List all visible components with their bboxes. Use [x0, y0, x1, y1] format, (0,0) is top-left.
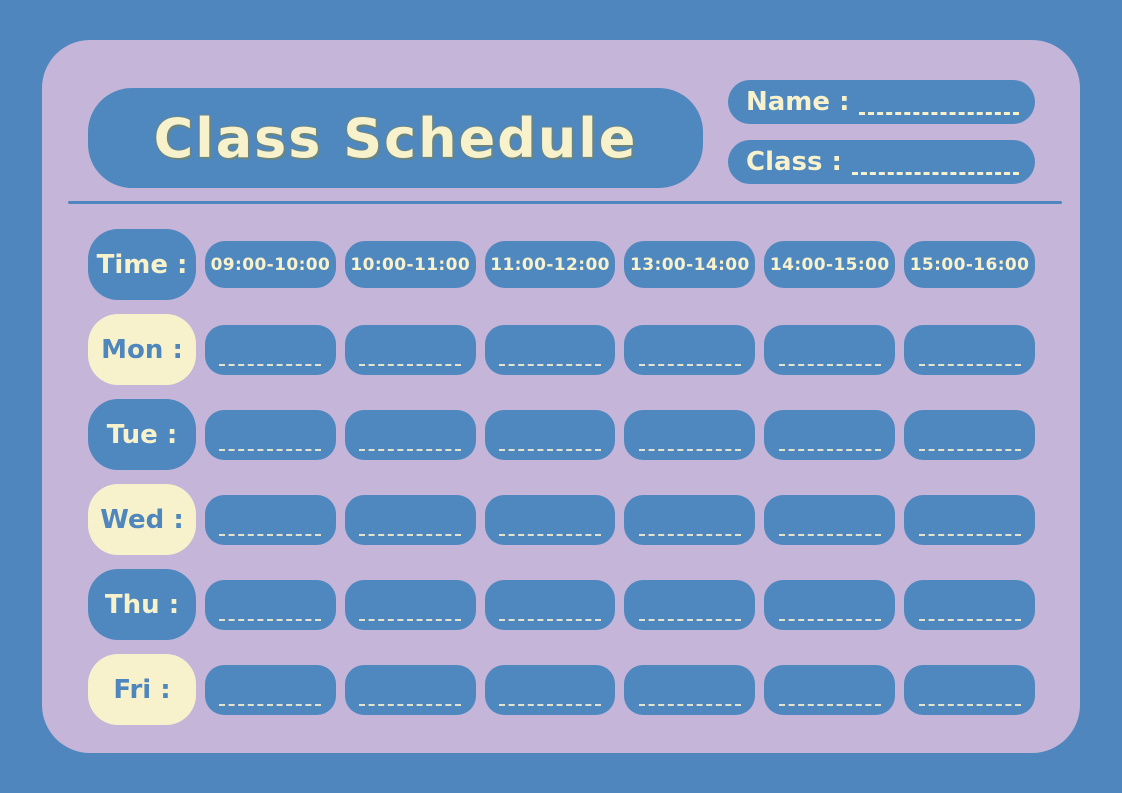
cell-entry-line [778, 618, 881, 621]
cell-entry-line [359, 448, 462, 451]
day-label-thu: Thu : [88, 569, 196, 640]
cell-entry-line [638, 363, 741, 366]
cell-entry-line [359, 703, 462, 706]
header-divider [68, 201, 1062, 204]
schedule-cell[interactable] [344, 664, 476, 715]
cell-entry-line [778, 703, 881, 706]
time-slot: 10:00-11:00 [344, 241, 476, 288]
id-fields: Name : Class : [728, 80, 1035, 184]
cell-entry-line [359, 618, 462, 621]
day-label-mon: Mon : [88, 314, 196, 385]
day-label-tue: Tue : [88, 399, 196, 470]
name-field: Name : [728, 80, 1035, 124]
cell-entry-line [918, 363, 1021, 366]
class-entry-line[interactable] [851, 172, 1019, 175]
time-header: Time : [88, 229, 196, 300]
day-label-text: Fri : [113, 674, 171, 705]
schedule-cell[interactable] [484, 409, 616, 460]
time-slot: 11:00-12:00 [484, 241, 616, 288]
cell-entry-line [499, 533, 602, 536]
time-slot: 14:00-15:00 [764, 241, 896, 288]
cell-entry-line [359, 363, 462, 366]
schedule-cell[interactable] [764, 579, 896, 630]
cell-entry-line [499, 618, 602, 621]
day-row-thu: Thu : [88, 569, 1035, 640]
day-row-fri: Fri : [88, 654, 1035, 725]
schedule-cell[interactable] [344, 409, 476, 460]
schedule-cell[interactable] [624, 494, 756, 545]
schedule-cell[interactable] [484, 579, 616, 630]
cell-entry-line [499, 703, 602, 706]
page-title: Class Schedule [153, 106, 638, 170]
cell-entry-line [219, 703, 322, 706]
cell-entry-line [918, 448, 1021, 451]
header: Class Schedule Name : Class : [88, 80, 1035, 188]
schedule-cell[interactable] [904, 579, 1035, 630]
cell-entry-line [219, 618, 322, 621]
cell-entry-line [918, 533, 1021, 536]
schedule-cell[interactable] [624, 409, 756, 460]
schedule-cell[interactable] [624, 324, 756, 375]
schedule-grid: Time : 09:00-10:00 10:00-11:00 11:00-12:… [88, 229, 1035, 725]
day-label-text: Thu : [104, 589, 180, 620]
schedule-cell[interactable] [205, 664, 336, 715]
day-label-text: Wed : [100, 504, 184, 535]
day-label-text: Mon : [101, 334, 183, 365]
day-label-wed: Wed : [88, 484, 196, 555]
schedule-card: Class Schedule Name : Class : Time : 09:… [42, 40, 1080, 753]
cell-entry-line [918, 703, 1021, 706]
class-field: Class : [728, 140, 1035, 184]
cell-entry-line [219, 533, 322, 536]
schedule-cell[interactable] [764, 324, 896, 375]
time-slot: 09:00-10:00 [205, 241, 336, 288]
cell-entry-line [778, 533, 881, 536]
day-label-text: Tue : [106, 419, 178, 450]
schedule-cell[interactable] [904, 409, 1035, 460]
schedule-cell[interactable] [484, 664, 616, 715]
cell-entry-line [778, 448, 881, 451]
cell-entry-line [219, 363, 322, 366]
name-entry-line[interactable] [859, 112, 1019, 115]
schedule-cell[interactable] [484, 324, 616, 375]
cell-entry-line [359, 533, 462, 536]
time-row: Time : 09:00-10:00 10:00-11:00 11:00-12:… [88, 229, 1035, 300]
schedule-cell[interactable] [344, 494, 476, 545]
day-row-tue: Tue : [88, 399, 1035, 470]
schedule-cell[interactable] [624, 579, 756, 630]
cell-entry-line [918, 618, 1021, 621]
schedule-cell[interactable] [484, 494, 616, 545]
time-header-label: Time : [96, 249, 188, 280]
cell-entry-line [499, 363, 602, 366]
cell-entry-line [638, 533, 741, 536]
day-row-mon: Mon : [88, 314, 1035, 385]
schedule-cell[interactable] [344, 579, 476, 630]
schedule-cell[interactable] [904, 664, 1035, 715]
schedule-cell[interactable] [205, 409, 336, 460]
schedule-cell[interactable] [344, 324, 476, 375]
schedule-cell[interactable] [205, 324, 336, 375]
schedule-cell[interactable] [205, 494, 336, 545]
day-label-fri: Fri : [88, 654, 196, 725]
cell-entry-line [778, 363, 881, 366]
time-slot: 13:00-14:00 [624, 241, 756, 288]
cell-entry-line [499, 448, 602, 451]
schedule-cell[interactable] [764, 494, 896, 545]
cell-entry-line [638, 703, 741, 706]
cell-entry-line [219, 448, 322, 451]
schedule-cell[interactable] [205, 579, 336, 630]
cell-entry-line [638, 618, 741, 621]
name-label: Name : [746, 87, 850, 117]
schedule-cell[interactable] [904, 324, 1035, 375]
day-row-wed: Wed : [88, 484, 1035, 555]
schedule-cell[interactable] [764, 664, 896, 715]
cell-entry-line [638, 448, 741, 451]
schedule-cell[interactable] [624, 664, 756, 715]
schedule-cell[interactable] [764, 409, 896, 460]
class-label: Class : [746, 147, 842, 177]
title-box: Class Schedule [88, 88, 703, 188]
time-slot: 15:00-16:00 [904, 241, 1035, 288]
schedule-cell[interactable] [904, 494, 1035, 545]
